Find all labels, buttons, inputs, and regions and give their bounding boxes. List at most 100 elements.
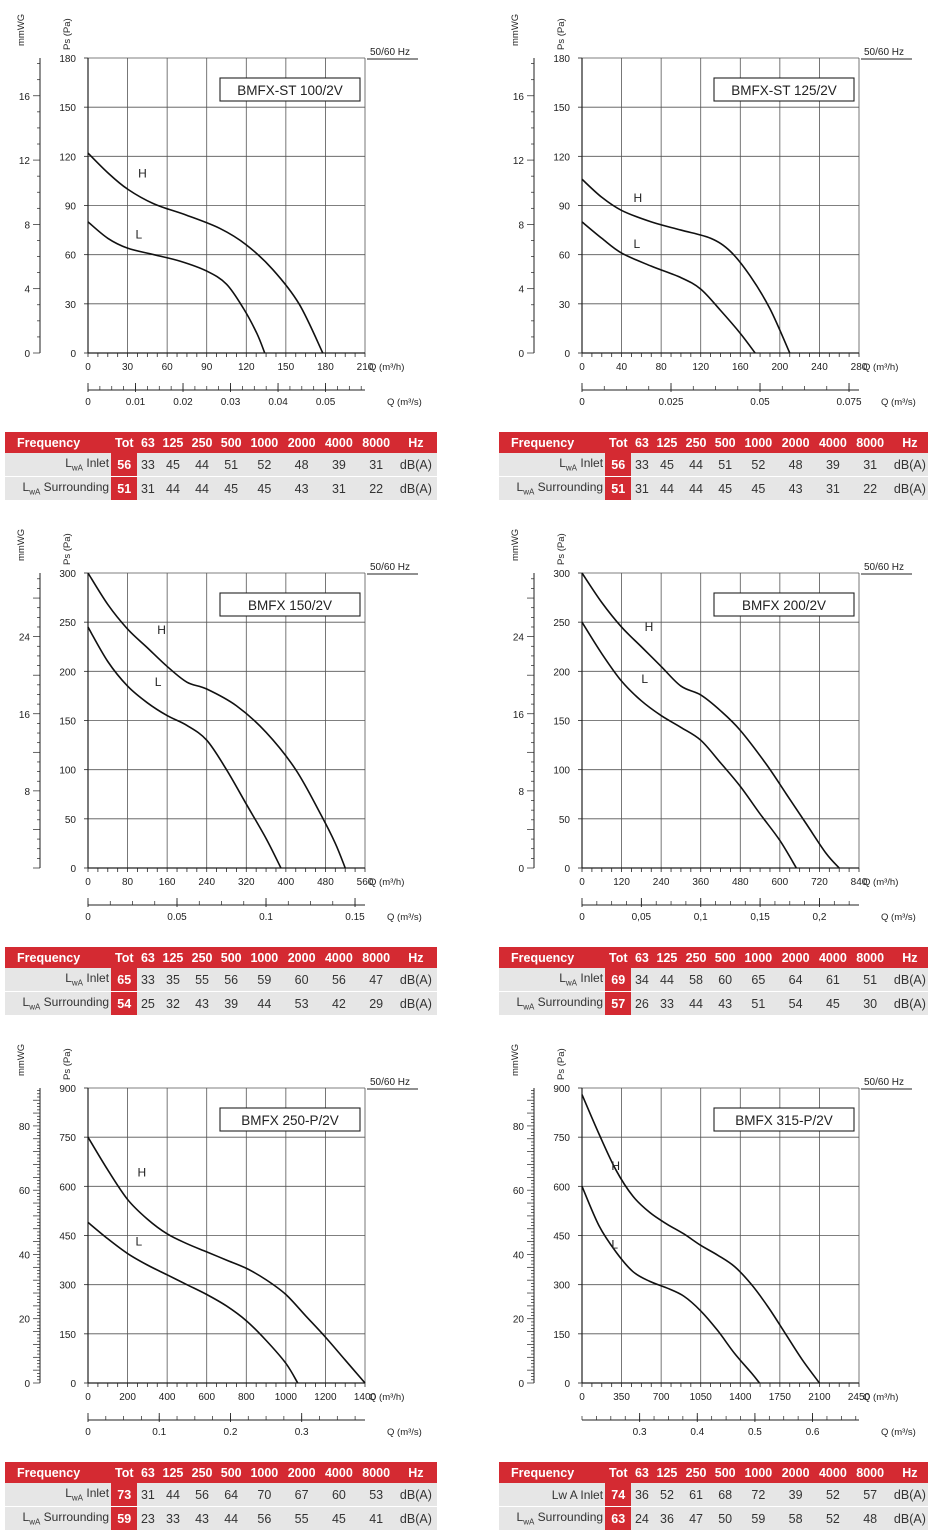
band-header: 500 — [216, 432, 246, 453]
sound-table-header: Frequency Tot 63 125 250 500 1000 2000 4000 8000 H… — [5, 1462, 437, 1483]
x-axis-label: Q (m³/h) — [863, 1392, 898, 1403]
x-tick-label: 40 — [616, 362, 628, 373]
sound-band-value: 34 — [631, 968, 653, 992]
mmwg-axis-label: mmWG — [510, 529, 521, 561]
sound-unit: dB(A) — [394, 453, 437, 477]
x-tick-label: 0 — [579, 877, 585, 888]
sound-total: 59 — [111, 1506, 138, 1530]
band-header: 250 — [187, 1462, 217, 1483]
y-tick-label: 30 — [559, 300, 571, 311]
y-tick-label: 180 — [59, 54, 76, 65]
sound-row: LwA Inlet 69 34 44 58 60 65 64 61 51 dB(A) — [499, 968, 928, 992]
sound-band-value: 58 — [777, 1506, 815, 1530]
sound-band-value: 39 — [777, 1483, 815, 1507]
band-header: 4000 — [320, 1462, 358, 1483]
sound-band-value: 45 — [245, 476, 283, 500]
x2-tick-label: 0.4 — [690, 1427, 704, 1438]
sound-band-value: 52 — [652, 1483, 682, 1507]
sound-band-value: 45 — [739, 476, 777, 500]
sound-row-label: LwA Surrounding — [499, 991, 606, 1015]
curve-l — [87, 1221, 299, 1384]
sound-band-value: 57 — [851, 1483, 889, 1507]
sound-band-value: 31 — [137, 476, 159, 500]
y-tick-label: 120 — [553, 152, 570, 163]
sound-band-value: 67 — [283, 1483, 321, 1507]
mmwg-tick-label: 80 — [513, 1122, 525, 1133]
frequency-header: Frequency — [5, 432, 112, 453]
sound-band-value: 44 — [681, 453, 711, 477]
y-tick-label: 150 — [553, 717, 570, 728]
sound-total: 74 — [605, 1483, 632, 1507]
sound-band-value: 56 — [216, 968, 246, 992]
mmwg-tick-label: 24 — [513, 633, 525, 644]
band-header: 2000 — [777, 432, 815, 453]
sound-band-value: 45 — [320, 1506, 358, 1530]
y-tick-label: 0 — [70, 349, 76, 360]
mmwg-axis-label: mmWG — [16, 529, 27, 561]
band-header: 8000 — [357, 1462, 395, 1483]
y-tick-label: 600 — [553, 1182, 570, 1193]
band-header: 63 — [137, 947, 159, 968]
x-tick-label: 240 — [198, 877, 215, 888]
frequency-label: 50/60 Hz — [370, 1077, 410, 1088]
band-header: 250 — [187, 947, 217, 968]
band-header: 2000 — [283, 432, 321, 453]
x-tick-label: 0 — [579, 362, 585, 373]
sound-unit: dB(A) — [888, 991, 928, 1015]
mmwg-tick-label: 0 — [518, 1379, 524, 1390]
sound-band-value: 53 — [283, 991, 321, 1015]
band-header: Hz — [394, 432, 437, 453]
x-tick-label: 480 — [317, 877, 334, 888]
x-tick-label: 240 — [811, 362, 828, 373]
model-title-box: BMFX 315-P/2V — [713, 1107, 855, 1132]
sound-unit: dB(A) — [888, 1506, 928, 1530]
x-tick-label: 30 — [122, 362, 134, 373]
y-tick-label: 150 — [59, 1330, 76, 1341]
x-tick-label: 0 — [85, 362, 91, 373]
y-tick-label: 200 — [553, 667, 570, 678]
x-tick-label: 1050 — [690, 1392, 713, 1403]
band-header: 63 — [137, 1462, 159, 1483]
frequency-header: Frequency — [499, 947, 606, 968]
sound-band-value: 33 — [158, 1506, 188, 1530]
x-tick-label: 1400 — [729, 1392, 752, 1403]
sound-band-value: 44 — [681, 991, 711, 1015]
sound-band-value: 31 — [631, 476, 653, 500]
band-header: 1000 — [245, 947, 283, 968]
x-tick-label: 320 — [238, 877, 255, 888]
x-tick-label: 60 — [162, 362, 174, 373]
x2-tick-label: 0 — [85, 912, 91, 923]
y-tick-label: 120 — [59, 152, 76, 163]
band-header: 125 — [158, 1462, 188, 1483]
model-title-box: BMFX 250-P/2V — [219, 1107, 361, 1132]
sound-band-value: 44 — [216, 1506, 246, 1530]
x2-tick-label: 0.02 — [173, 397, 193, 408]
x-tick-label: 280 — [851, 362, 868, 373]
model-title: BMFX-ST 125/2V — [731, 83, 837, 98]
sound-unit: dB(A) — [888, 476, 928, 500]
frequency-header: Frequency — [5, 1462, 112, 1483]
sound-band-value: 39 — [216, 991, 246, 1015]
sound-row: LwA Surrounding 51 31 44 44 45 45 43 31 22 dB(A) — [5, 476, 437, 500]
x-tick-label: 200 — [772, 362, 789, 373]
fan-panel: 0 80 160 240 320 400 480 560 Q (m³/h) 0 50 100 150 20… — [0, 515, 440, 1020]
y-tick-label: 60 — [559, 251, 571, 262]
band-header: 63 — [631, 432, 653, 453]
band-header: 4000 — [814, 947, 852, 968]
sound-row-label: LwA Inlet — [5, 968, 112, 992]
mmwg-tick-label: 60 — [513, 1186, 525, 1197]
band-header: 125 — [652, 947, 682, 968]
sound-band-value: 31 — [320, 476, 358, 500]
curve-label: H — [633, 191, 642, 205]
x2-tick-label: 0,1 — [694, 912, 708, 923]
x-tick-label: 80 — [122, 877, 134, 888]
sound-band-value: 29 — [357, 991, 395, 1015]
model-title: BMFX 200/2V — [742, 598, 826, 613]
curve-h — [87, 152, 324, 354]
curve-label: L — [633, 237, 640, 251]
x2-tick-label: 0.05 — [316, 397, 336, 408]
mmwg-tick-label: 4 — [518, 285, 524, 296]
x2-tick-label: 0.025 — [658, 397, 683, 408]
curve-label: H — [157, 623, 166, 637]
